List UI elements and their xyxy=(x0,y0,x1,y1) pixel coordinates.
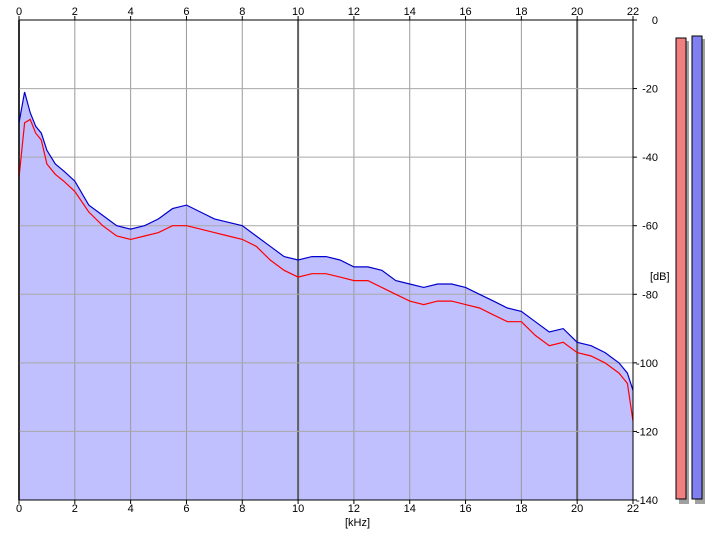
x-tick-label-top: 22 xyxy=(627,6,639,18)
y-axis-unit-label: [dB] xyxy=(650,271,670,283)
x-tick-label-top: 10 xyxy=(292,6,304,18)
right-meter-bar xyxy=(691,35,703,500)
series-line xyxy=(18,91,634,391)
x-tick-label-top: 18 xyxy=(515,6,527,18)
left-meter-bar xyxy=(675,37,687,500)
series-line xyxy=(18,118,634,422)
x-tick-label-top: 20 xyxy=(571,6,583,18)
x-tick-label-bottom: 4 xyxy=(128,503,134,515)
x-tick-label-top: 16 xyxy=(459,6,471,18)
x-tick-label-top: 8 xyxy=(239,6,245,18)
y-tick-label: -140 xyxy=(636,495,658,507)
spectrum-fill-area xyxy=(19,92,633,500)
x-tick-label-bottom: 0 xyxy=(16,503,22,515)
x-tick-label-top: 0 xyxy=(16,6,22,18)
series-layer xyxy=(18,91,634,422)
x-axis-unit-label: [kHz] xyxy=(345,517,370,529)
x-tick-label-top: 4 xyxy=(128,6,134,18)
y-tick-label: -120 xyxy=(636,426,658,438)
plot-frame xyxy=(18,19,634,501)
axis-layer: 002244668810101212141416161818202022220-… xyxy=(16,6,658,515)
x-tick-label-bottom: 12 xyxy=(348,503,360,515)
level-meters xyxy=(675,35,705,504)
y-tick-label: 0 xyxy=(652,15,658,27)
x-tick-label-bottom: 20 xyxy=(571,503,583,515)
x-tick-label-bottom: 6 xyxy=(183,503,189,515)
spectrum-fill-layer xyxy=(19,92,633,500)
x-tick-label-bottom: 22 xyxy=(627,503,639,515)
x-tick-label-bottom: 18 xyxy=(515,503,527,515)
y-tick-label: -80 xyxy=(642,289,658,301)
x-tick-label-top: 14 xyxy=(404,6,416,18)
x-tick-label-bottom: 16 xyxy=(459,503,471,515)
y-tick-label: -20 xyxy=(642,84,658,96)
x-tick-label-bottom: 14 xyxy=(404,503,416,515)
grid-layer xyxy=(18,19,634,501)
x-tick-label-bottom: 10 xyxy=(292,503,304,515)
x-tick-label-top: 2 xyxy=(72,6,78,18)
y-tick-label: -100 xyxy=(636,358,658,370)
x-tick-label-bottom: 2 xyxy=(72,503,78,515)
x-tick-label-top: 6 xyxy=(183,6,189,18)
y-tick-label: -60 xyxy=(642,221,658,233)
x-tick-label-top: 12 xyxy=(348,6,360,18)
x-tick-label-bottom: 8 xyxy=(239,503,245,515)
y-tick-label: -40 xyxy=(642,152,658,164)
